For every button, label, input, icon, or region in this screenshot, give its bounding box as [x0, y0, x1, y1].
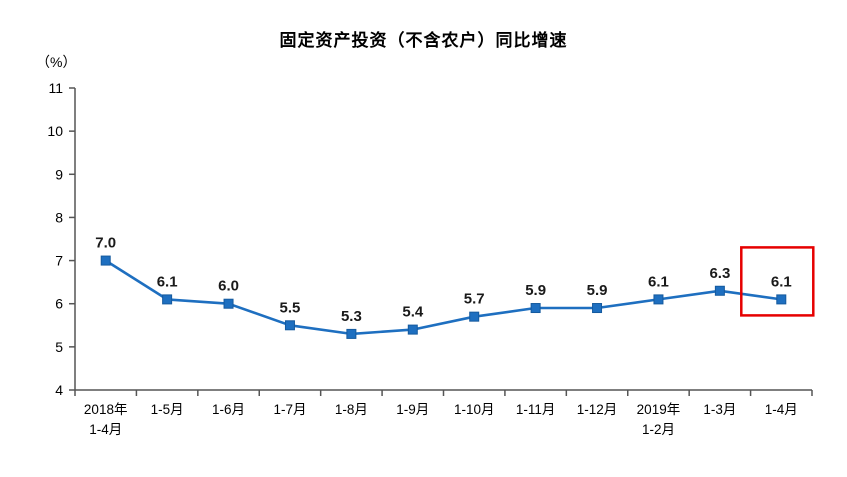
data-point-label: 5.9 [525, 282, 546, 299]
data-point-label: 6.0 [218, 278, 239, 295]
data-point-label: 6.1 [157, 273, 178, 290]
data-point-label: 6.1 [648, 273, 669, 290]
data-point-marker [530, 303, 541, 314]
data-point-marker [100, 255, 111, 266]
data-point-label: 5.4 [402, 304, 424, 321]
highlight-box [740, 246, 815, 317]
data-point-marker [653, 294, 664, 305]
data-point-label: 5.7 [464, 291, 485, 308]
y-tick-label: 7 [55, 253, 63, 269]
x-tick-label: 1-2月 [642, 422, 675, 437]
y-tick-label: 9 [55, 166, 63, 182]
series-line [104, 259, 783, 336]
y-tick-label: 8 [55, 209, 63, 225]
y-axis-unit-label: （%） [36, 54, 77, 70]
data-point-marker [714, 285, 725, 296]
x-tick-label: 1-11月 [516, 402, 556, 417]
chart-title: 固定资产投资（不含农户）同比增速 [279, 31, 568, 50]
data-point-marker [776, 294, 787, 305]
data-point-label: 6.3 [709, 265, 730, 282]
data-point-label: 5.5 [280, 299, 301, 316]
x-tick-label: 1-7月 [273, 402, 306, 417]
data-point-label: 5.3 [341, 308, 362, 325]
x-tick-label: 1-10月 [454, 402, 495, 417]
x-tick-label: 1-9月 [396, 402, 429, 417]
x-tick-label: 2018年 [84, 402, 128, 417]
data-point-marker [162, 294, 173, 305]
y-tick-label: 11 [48, 80, 63, 96]
data-point-marker [346, 328, 357, 339]
data-point-marker [223, 298, 234, 309]
x-tick-label: 1-5月 [151, 402, 184, 417]
x-tick-label: 1-8月 [335, 402, 368, 417]
x-tick-label: 1-4月 [765, 402, 798, 417]
x-tick-label: 1-6月 [212, 402, 245, 417]
x-tick-label: 1-12月 [577, 402, 618, 417]
data-point-marker [469, 311, 480, 322]
data-point-label: 6.1 [771, 273, 792, 290]
data-point-label: 7.0 [95, 235, 116, 252]
x-tick-label: 1-4月 [89, 422, 122, 437]
x-tick-label: 1-3月 [703, 402, 736, 417]
y-tick-label: 6 [55, 296, 63, 312]
data-point-label: 5.9 [587, 282, 608, 299]
data-point-marker [407, 324, 418, 335]
x-tick-label: 2019年 [637, 402, 681, 417]
data-point-marker [284, 320, 295, 331]
data-point-marker [592, 303, 603, 314]
y-tick-label: 4 [55, 382, 63, 398]
y-tick-label: 10 [47, 123, 63, 139]
y-tick-label: 5 [55, 339, 63, 355]
